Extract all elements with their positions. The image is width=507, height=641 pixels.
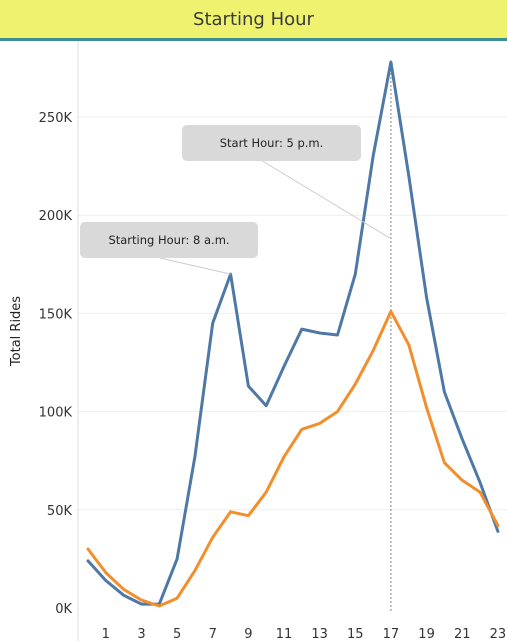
chart-header: Starting Hour [0,0,507,41]
y-tick-label: 100K [39,406,73,421]
chart-title: Starting Hour [193,8,314,30]
x-tick-label: 19 [418,627,435,641]
annotation-label: Start Hour: 5 p.m. [220,136,324,150]
y-tick-label: 50K [47,504,73,519]
x-tick-label: 1 [102,627,110,641]
series-line-2 [86,309,500,608]
x-tick-label: 9 [244,627,252,641]
x-tick-label: 21 [454,627,471,641]
x-tick-label: 23 [490,627,507,641]
annotations: Starting Hour: 8 a.m. Start Hour: 5 p.m. [80,125,392,275]
x-tick-label: 3 [137,627,145,641]
y-tick-label: 150K [39,307,73,322]
y-axis: 0K 50K 100K 150K 200K 250K [39,111,73,617]
annotation-box [80,222,258,258]
y-axis-title: Total Rides [9,296,24,367]
x-tick-label: 11 [276,627,293,641]
x-tick-label: 15 [347,627,364,641]
x-tick-label: 17 [383,627,400,641]
x-axis: 1 3 5 7 9 11 13 15 17 19 21 23 [102,627,506,641]
annotation-leader [262,160,392,240]
series-lines [86,60,500,608]
annotation-leader [159,257,231,275]
x-tick-label: 7 [209,627,217,641]
y-tick-label: 250K [39,111,73,126]
x-tick-label: 13 [311,627,328,641]
gridlines [78,116,507,511]
y-tick-label: 200K [39,209,73,224]
annotation-box [182,125,361,161]
annotation-label: Starting Hour: 8 a.m. [108,233,229,247]
x-tick-label: 5 [173,627,181,641]
y-tick-label: 0K [55,602,72,617]
